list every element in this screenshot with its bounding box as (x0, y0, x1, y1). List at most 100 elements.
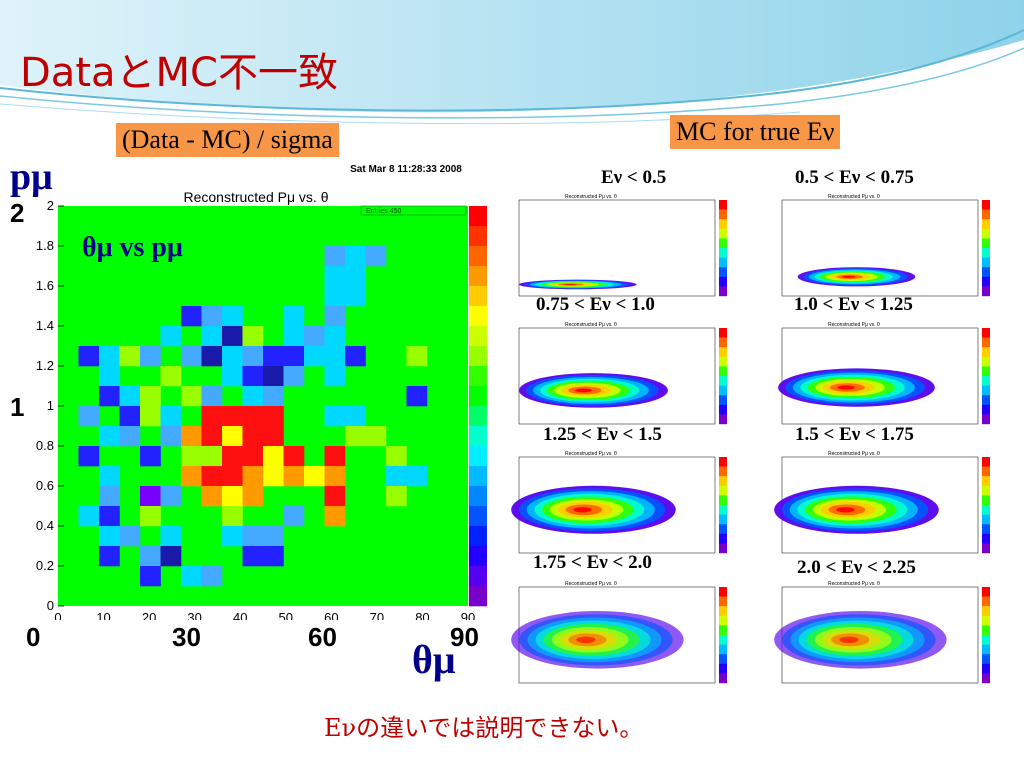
mc-panel-label: 1.0 < Eν < 1.25 (794, 294, 913, 315)
main-plot-timestamp: Sat Mar 8 11:28:33 2008 (350, 164, 462, 175)
mc-panel-title: Reconstructed Pμ vs. θ (565, 194, 617, 200)
mc-panel-label: 1.25 < Eν < 1.5 (543, 424, 662, 445)
mc-palette-swatch (719, 476, 727, 486)
mc-palette-swatch (982, 328, 990, 338)
mc-palette-swatch (719, 395, 727, 405)
mc-palette-swatch (719, 596, 727, 607)
mc-palette-swatch (719, 543, 727, 554)
histogram-cell (324, 346, 346, 367)
mc-palette-swatch (719, 514, 727, 525)
histogram-cell (304, 326, 325, 347)
histogram-cell (99, 546, 120, 567)
histogram-cell (324, 246, 346, 267)
mc-palette-swatch (719, 485, 727, 496)
histogram-cell (201, 466, 223, 487)
histogram-cell (242, 386, 264, 407)
histogram-cell (324, 286, 346, 307)
histogram-cell (263, 386, 284, 407)
main-histogram-cells (78, 246, 428, 587)
histogram-cell (160, 526, 182, 547)
histogram-cell (222, 506, 243, 527)
slide-title: DataとMC不一致 (20, 50, 338, 96)
mc-palette-swatch (982, 457, 990, 467)
histogram-cell (242, 446, 264, 467)
histogram-cell (242, 326, 264, 347)
mc-palette-swatch (982, 385, 990, 396)
x-axis-symbol: θμ (412, 637, 456, 682)
mc-palette-swatch (719, 457, 727, 467)
histogram-cell (324, 366, 346, 387)
mc-density-contour (575, 388, 592, 393)
palette-swatch (469, 246, 487, 267)
histogram-cell (99, 466, 120, 487)
mc-panel: Reconstructed Pμ vs. θ (505, 577, 745, 689)
histogram-cell (365, 426, 387, 447)
histogram-cell (242, 546, 264, 567)
mc-palette-swatch (982, 543, 990, 554)
histogram-cell (222, 306, 243, 327)
y-axis-symbol: pμ (10, 156, 53, 198)
histogram-cell (222, 446, 243, 467)
mc-palette-swatch (982, 404, 990, 415)
y-tick-label: 0.6 (36, 478, 54, 493)
mc-palette-swatch (719, 414, 727, 425)
histogram-cell (386, 446, 407, 467)
histogram-cell (263, 466, 284, 487)
x-big-label-60: 60 (308, 622, 337, 652)
x-tick-label: 10 (96, 610, 110, 620)
y-tick-label: 1 (47, 398, 54, 413)
mc-palette-swatch (982, 219, 990, 229)
histogram-cell (222, 326, 243, 347)
mc-palette-swatch (719, 385, 727, 396)
mc-density-contour (573, 507, 592, 513)
mc-palette-swatch (982, 366, 990, 377)
palette-swatch (469, 446, 487, 467)
histogram-cell (140, 486, 161, 507)
mc-panel-label: 1.5 < Eν < 1.75 (795, 424, 914, 445)
histogram-cell (365, 246, 387, 267)
palette-swatch (469, 386, 487, 407)
histogram-cell (345, 266, 366, 287)
histogram-cell (78, 446, 100, 467)
histogram-cell (201, 446, 223, 467)
histogram-cell (140, 346, 161, 367)
histogram-cell (78, 506, 100, 527)
mc-palette-swatch (982, 248, 990, 258)
y-tick-label: 1.8 (36, 238, 54, 253)
x-big-label-0: 0 (26, 622, 41, 652)
main-plot-title: Reconstructed Pμ vs. θ (183, 189, 328, 205)
histogram-cell (78, 406, 100, 427)
histogram-cell (242, 466, 264, 487)
histogram-cell (283, 366, 305, 387)
histogram-cell (181, 426, 202, 447)
x-tick-label: 40 (233, 610, 247, 620)
histogram-cell (222, 366, 243, 387)
histogram-cell (386, 466, 407, 487)
x-tick-label: 20 (142, 610, 156, 620)
histogram-cell (99, 506, 120, 527)
y-tick-label: 0.8 (36, 438, 54, 453)
histogram-cell (222, 406, 243, 427)
histogram-cell (242, 426, 264, 447)
y-big-label-1: 1 (10, 392, 25, 422)
histogram-cell (181, 446, 202, 467)
mc-palette-swatch (719, 276, 727, 287)
mc-palette-swatch (719, 495, 727, 506)
histogram-cell (222, 486, 243, 507)
mc-panel: Reconstructed Pμ vs. θ (505, 190, 745, 302)
mc-palette-swatch (982, 673, 990, 684)
mc-palette-swatch (982, 395, 990, 405)
histogram-cell (119, 406, 141, 427)
mc-palette-swatch (719, 466, 727, 477)
mc-palette-swatch (719, 376, 727, 386)
mc-palette-swatch (982, 644, 990, 655)
palette-swatch (469, 266, 487, 287)
histogram-cell (263, 526, 284, 547)
histogram-cell (345, 346, 366, 367)
histogram-cell (140, 506, 161, 527)
main-color-palette (469, 206, 487, 607)
histogram-cell (99, 486, 120, 507)
mc-palette-swatch (982, 485, 990, 496)
mc-density-contour (842, 275, 856, 278)
mc-panel-label: 1.75 < Eν < 2.0 (533, 552, 652, 573)
